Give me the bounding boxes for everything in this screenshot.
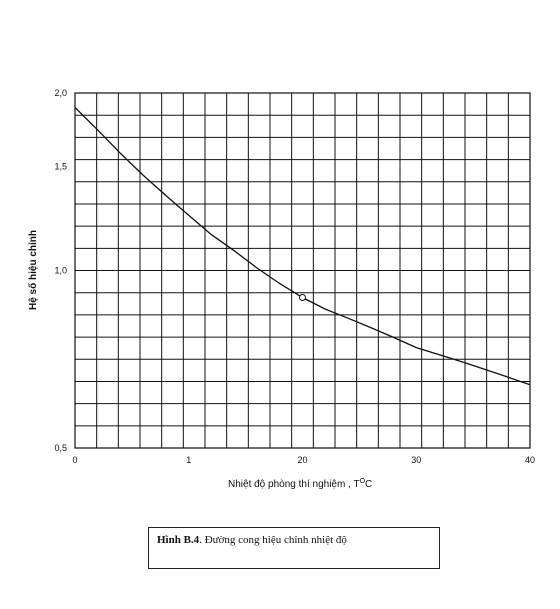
x-axis-label-main: Nhiệt độ phòng thí nghiệm , T [228,479,360,490]
x-tick-label: 30 [411,455,421,465]
x-axis-label-tail: C [365,479,372,490]
figure-caption-text: . Đường cong hiệu chỉnh nhiệt độ [199,534,347,546]
x-axis-label-superscript: O [360,478,366,485]
correction-curve-line [74,107,531,386]
figure-caption-number: Hình B.4 [157,534,200,546]
figure-caption-box: Hình B.4. Đường cong hiệu chỉnh nhiệt độ [148,527,440,569]
x-tick-label: 20 [297,455,307,465]
plot-frame [74,92,531,449]
y-axis-ticks: 0,5 1,0 1,5 2,0 [54,88,67,453]
chart-grid [75,93,530,448]
x-tick-label: 1 [186,455,191,465]
y-tick-label: 2,0 [54,88,67,98]
x-axis-label: Nhiệt độ phòng thí nghiệm , TOC [228,478,372,490]
y-tick-label: 1,5 [54,162,67,172]
x-tick-label: 40 [525,455,535,465]
y-tick-label: 0,5 [54,443,67,453]
x-tick-label: 0 [72,455,77,465]
y-tick-label: 1,0 [54,266,67,276]
y-axis-label: Hệ số hiệu chỉnh [27,230,39,310]
x-axis-ticks: 0 1 20 30 40 [72,455,535,465]
figure-caption: Hình B.4. Đường cong hiệu chỉnh nhiệt độ [157,534,347,546]
reference-point-marker [299,293,306,301]
